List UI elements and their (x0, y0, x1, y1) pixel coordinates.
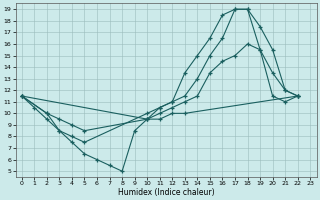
X-axis label: Humidex (Indice chaleur): Humidex (Indice chaleur) (118, 188, 214, 197)
